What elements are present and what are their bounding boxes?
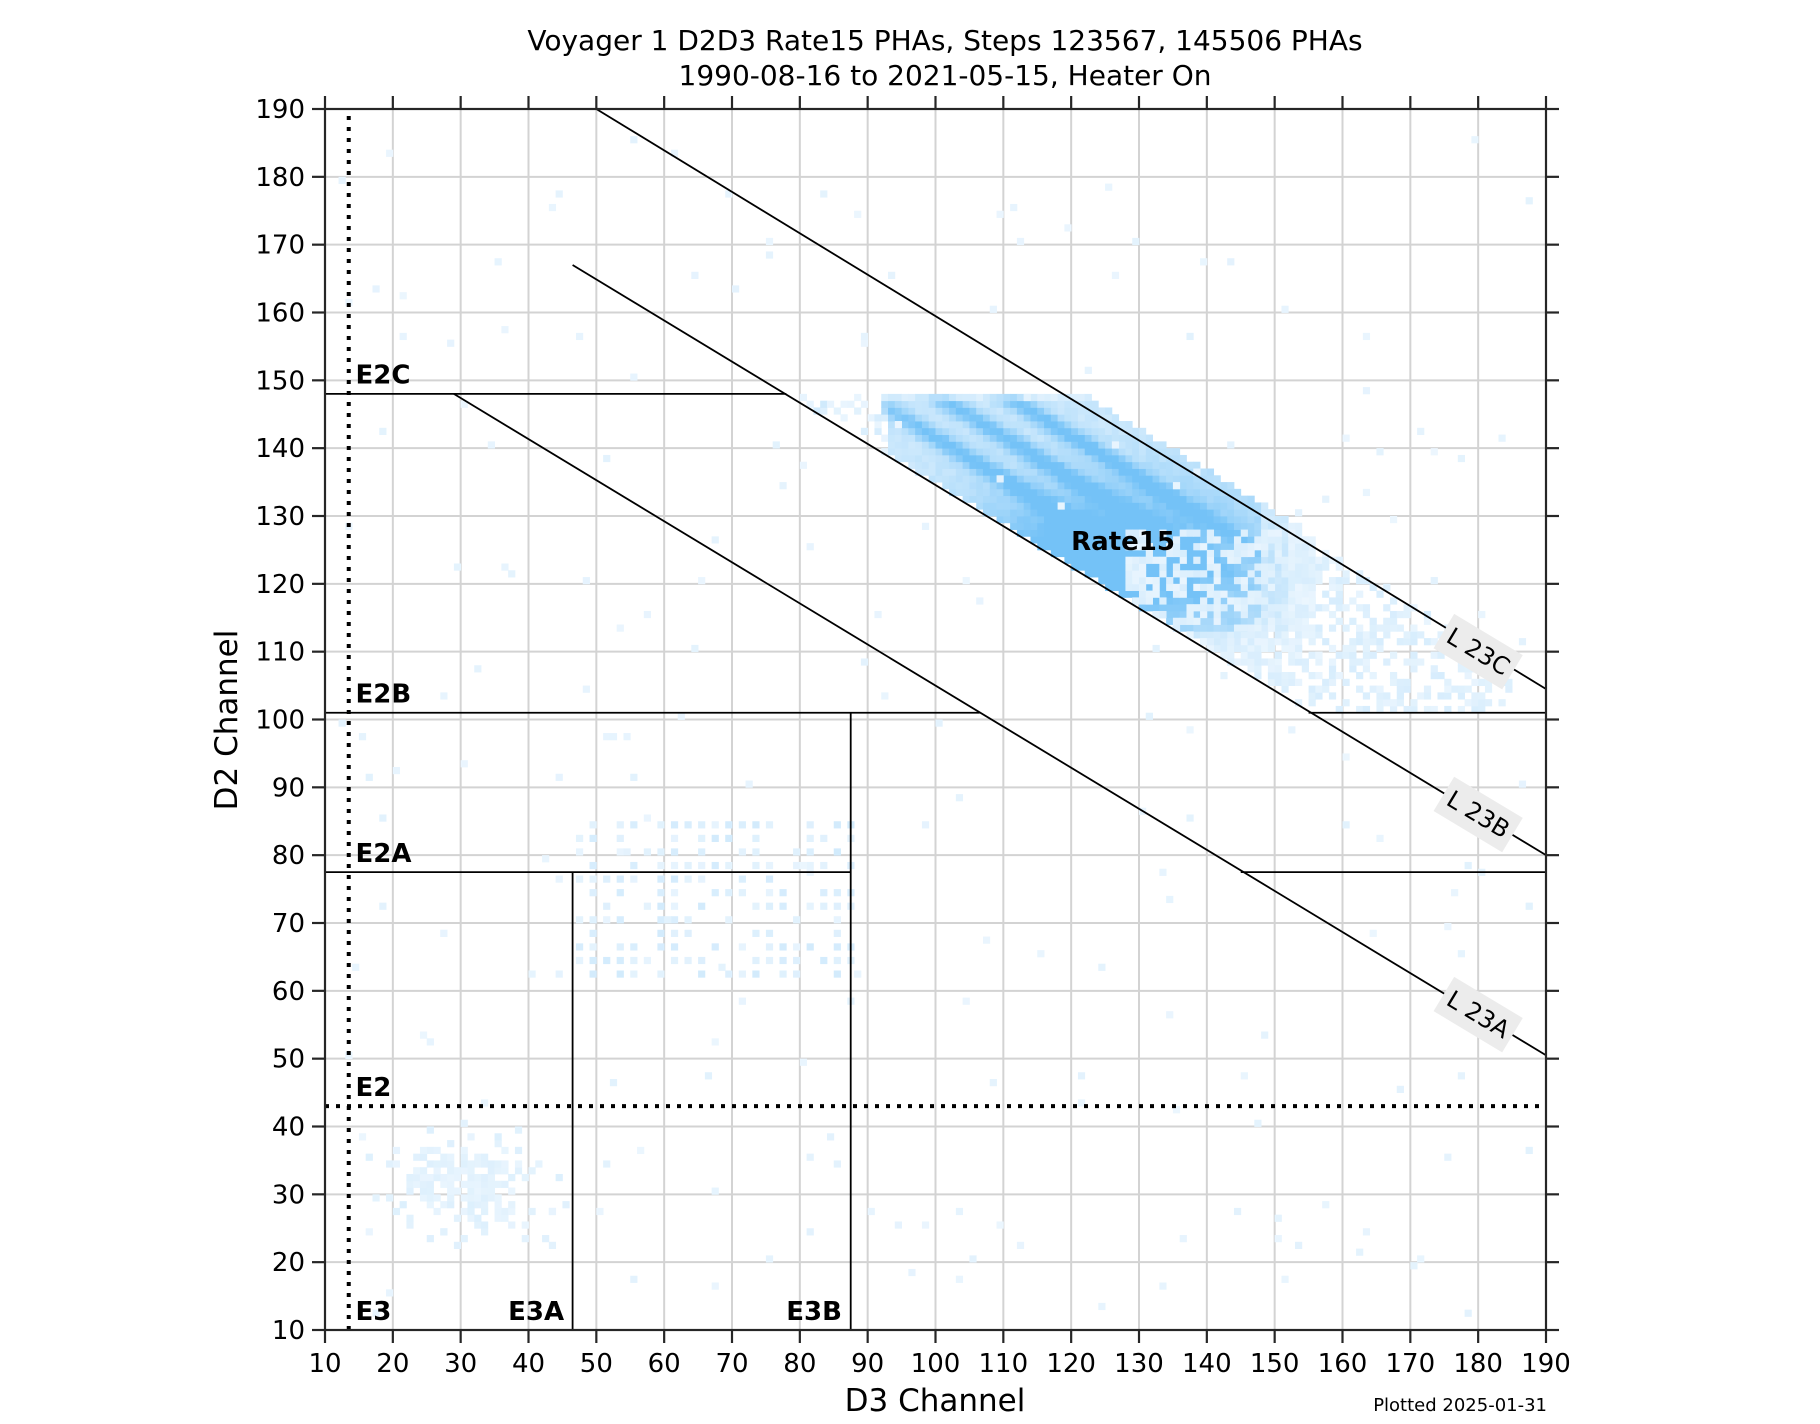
y-tick-label: 60	[272, 977, 305, 1007]
x-tick-label: 170	[1386, 1349, 1436, 1379]
y-tick-label: 30	[272, 1180, 305, 1210]
x-tick-label: 20	[376, 1349, 409, 1379]
y-tick-label: 40	[272, 1113, 305, 1143]
region-label-e2b: E2B	[356, 680, 412, 710]
boundary-line-l23b	[572, 264, 1547, 856]
x-tick-label: 130	[1114, 1349, 1164, 1379]
y-tick-label: 150	[255, 366, 305, 396]
y-tick-label: 50	[272, 1045, 305, 1075]
y-tick-label: 70	[272, 909, 305, 939]
region-label-e3: E3	[356, 1297, 392, 1327]
region-label-rate15: Rate15	[1071, 527, 1175, 557]
region-label-e2: E2	[356, 1073, 392, 1103]
y-tick-label: 130	[255, 502, 305, 532]
y-tick-label: 90	[272, 773, 305, 803]
y-tick-label: 120	[255, 570, 305, 600]
chart-title: Voyager 1 D2D3 Rate15 PHAs, Steps 123567…	[527, 24, 1362, 57]
x-tick-label: 100	[911, 1349, 961, 1379]
x-tick-label: 30	[444, 1349, 477, 1379]
chart-subtitle: 1990-08-16 to 2021-05-15, Heater On	[679, 59, 1212, 92]
y-axis-label: D2 Channel	[209, 630, 245, 811]
y-tick-label: 160	[255, 299, 305, 329]
x-tick-label: 40	[512, 1349, 545, 1379]
y-tick-label: 10	[272, 1316, 305, 1346]
region-label-e2a: E2A	[356, 839, 412, 869]
y-tick-label: 20	[272, 1248, 305, 1278]
y-tick-label: 100	[255, 706, 305, 736]
x-tick-label: 80	[783, 1349, 816, 1379]
x-tick-label: 180	[1453, 1349, 1503, 1379]
y-tick-label: 180	[255, 163, 305, 193]
x-tick-label: 150	[1250, 1349, 1300, 1379]
y-tick-label: 80	[272, 841, 305, 871]
region-label-e2c: E2C	[356, 361, 411, 391]
y-tick-label: 110	[255, 638, 305, 668]
boundary-lines	[325, 108, 1547, 1330]
x-tick-label: 140	[1182, 1349, 1232, 1379]
x-axis-label: D3 Channel	[845, 1383, 1026, 1419]
x-tick-label: 50	[580, 1349, 613, 1379]
x-tick-label: 90	[851, 1349, 884, 1379]
plotted-date: Plotted 2025-01-31	[1373, 1395, 1547, 1416]
y-tick-label: 190	[255, 95, 305, 125]
heatmap-cells	[338, 136, 1533, 1317]
x-tick-label: 10	[308, 1349, 341, 1379]
x-tick-label: 70	[715, 1349, 748, 1379]
x-tick-label: 60	[648, 1349, 681, 1379]
x-tick-label: 160	[1318, 1349, 1368, 1379]
x-tick-label: 110	[979, 1349, 1029, 1379]
region-labels: E2C E2B E2A E2 E3 E3A E3B Rate15	[356, 361, 1175, 1327]
y-tick-label: 140	[255, 434, 305, 464]
x-tick-label: 120	[1046, 1349, 1096, 1379]
y-tick-label: 170	[255, 231, 305, 261]
x-tick-label: 190	[1521, 1349, 1571, 1379]
region-label-e3a: E3A	[508, 1297, 564, 1327]
boundary-line-l23c	[595, 108, 1547, 690]
axis-ticks: 10 20 30 40 50 60 70 80 90 100 110 120 130 140 150 160 1…	[255, 95, 1570, 1379]
region-label-e3b: E3B	[786, 1297, 842, 1327]
boundary-line-l23a	[453, 393, 1547, 1057]
